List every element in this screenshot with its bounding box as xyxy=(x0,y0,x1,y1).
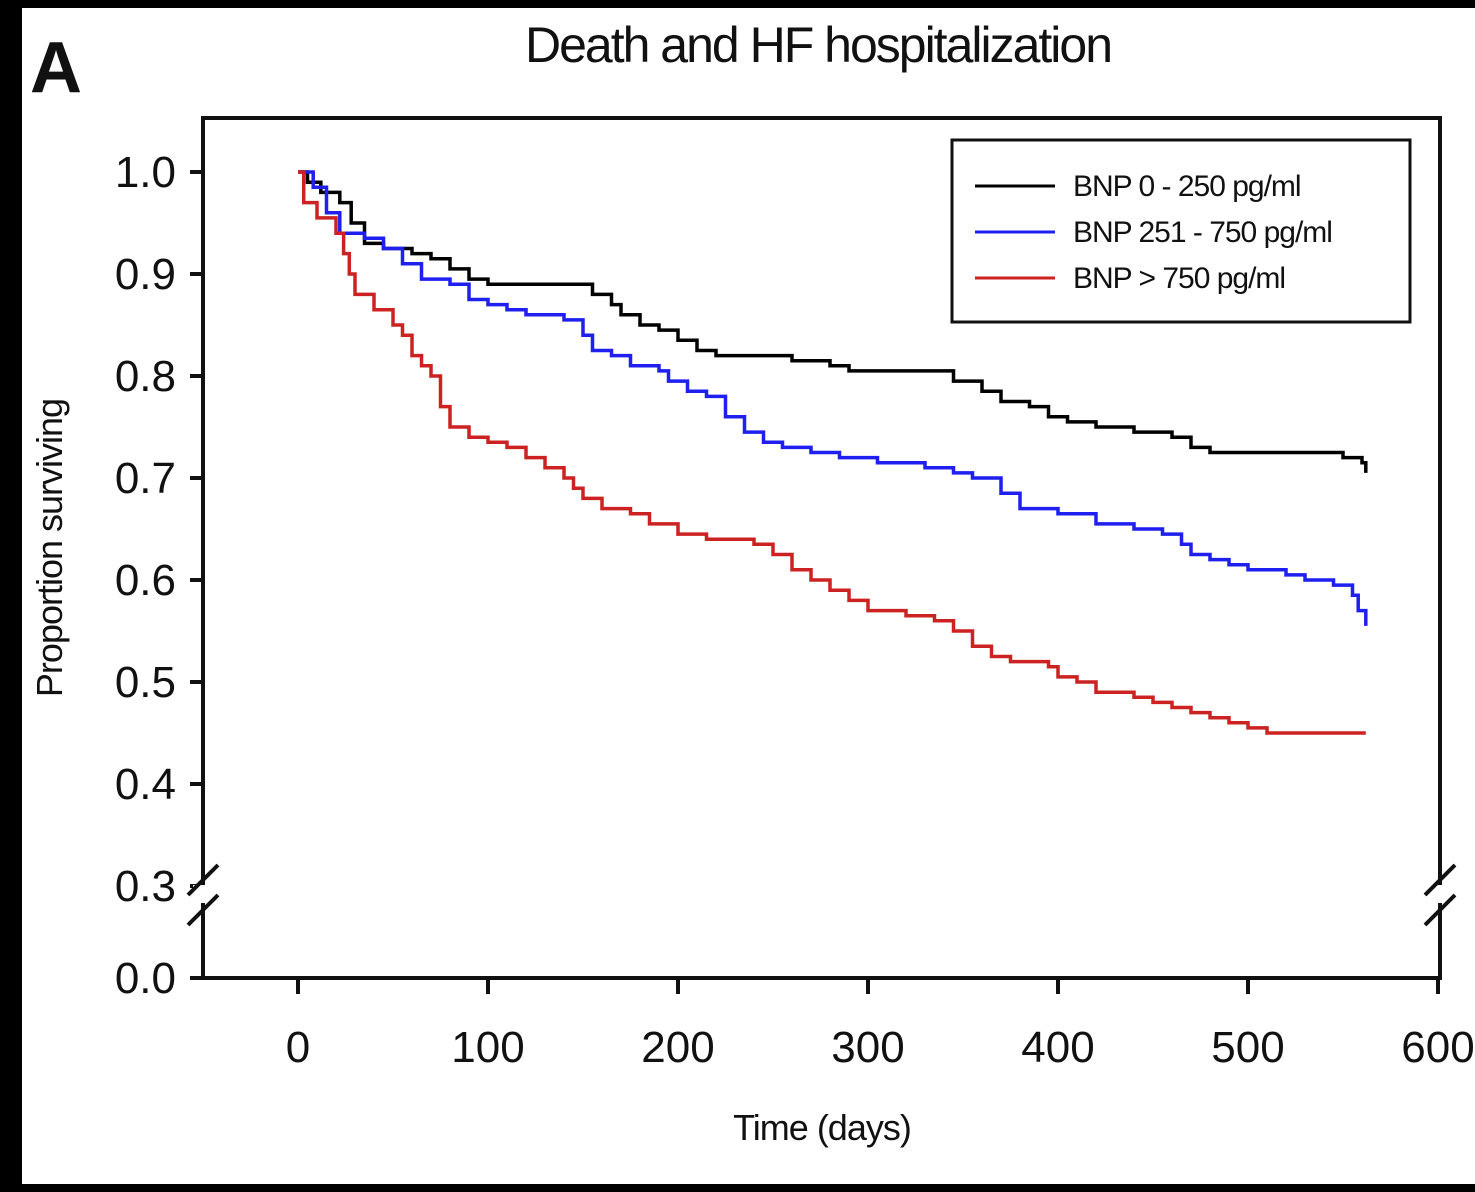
x-tick-label: 400 xyxy=(1021,1023,1094,1072)
y-tick-label: 0.8 xyxy=(115,352,176,401)
plot-frame xyxy=(201,116,1442,980)
y-tick-label: 0.9 xyxy=(115,250,176,299)
y-tick-label: 0.3 xyxy=(115,862,176,911)
series-line-1 xyxy=(298,170,1368,473)
y-axis-label: Proportion surviving xyxy=(29,399,70,697)
y-axis-ticks: 0.0 0.3 0.4 0.5 0.6 0.7 0.8 0.9 1.0 xyxy=(115,148,203,1003)
x-tick-label: 600 xyxy=(1401,1023,1474,1072)
y-axis-break-left xyxy=(186,863,220,927)
x-tick-label: 500 xyxy=(1211,1023,1284,1072)
legend-label-1: BNP 0 - 250 pg/ml xyxy=(1073,170,1301,203)
y-tick-label: 0.5 xyxy=(115,658,176,707)
y-tick-label: 0.7 xyxy=(115,454,176,503)
x-axis-label: Time (days) xyxy=(733,1107,911,1148)
y-axis-break-right xyxy=(1423,863,1457,927)
y-tick-label: 0.4 xyxy=(115,760,176,809)
y-tick-label: 0.6 xyxy=(115,556,176,605)
series-lines xyxy=(298,170,1368,735)
panel-label: A xyxy=(30,28,82,108)
series-line-2 xyxy=(298,170,1368,626)
y-tick-label: 0.0 xyxy=(115,954,176,1003)
x-axis-ticks: 0 100 200 300 400 500 600 xyxy=(286,978,1475,1072)
series-line-3 xyxy=(298,170,1366,735)
legend: BNP 0 - 250 pg/ml BNP 251 - 750 pg/ml BNP … xyxy=(950,138,1412,324)
chart-title: Death and HF hospitalization xyxy=(525,17,1111,73)
legend-label-3: BNP > 750 pg/ml xyxy=(1073,262,1285,295)
x-tick-label: 0 xyxy=(286,1023,310,1072)
x-tick-label: 100 xyxy=(451,1023,524,1072)
legend-label-2: BNP 251 - 750 pg/ml xyxy=(1073,216,1332,249)
x-tick-label: 300 xyxy=(831,1023,904,1072)
y-tick-label: 1.0 xyxy=(115,148,176,197)
x-tick-label: 200 xyxy=(641,1023,714,1072)
